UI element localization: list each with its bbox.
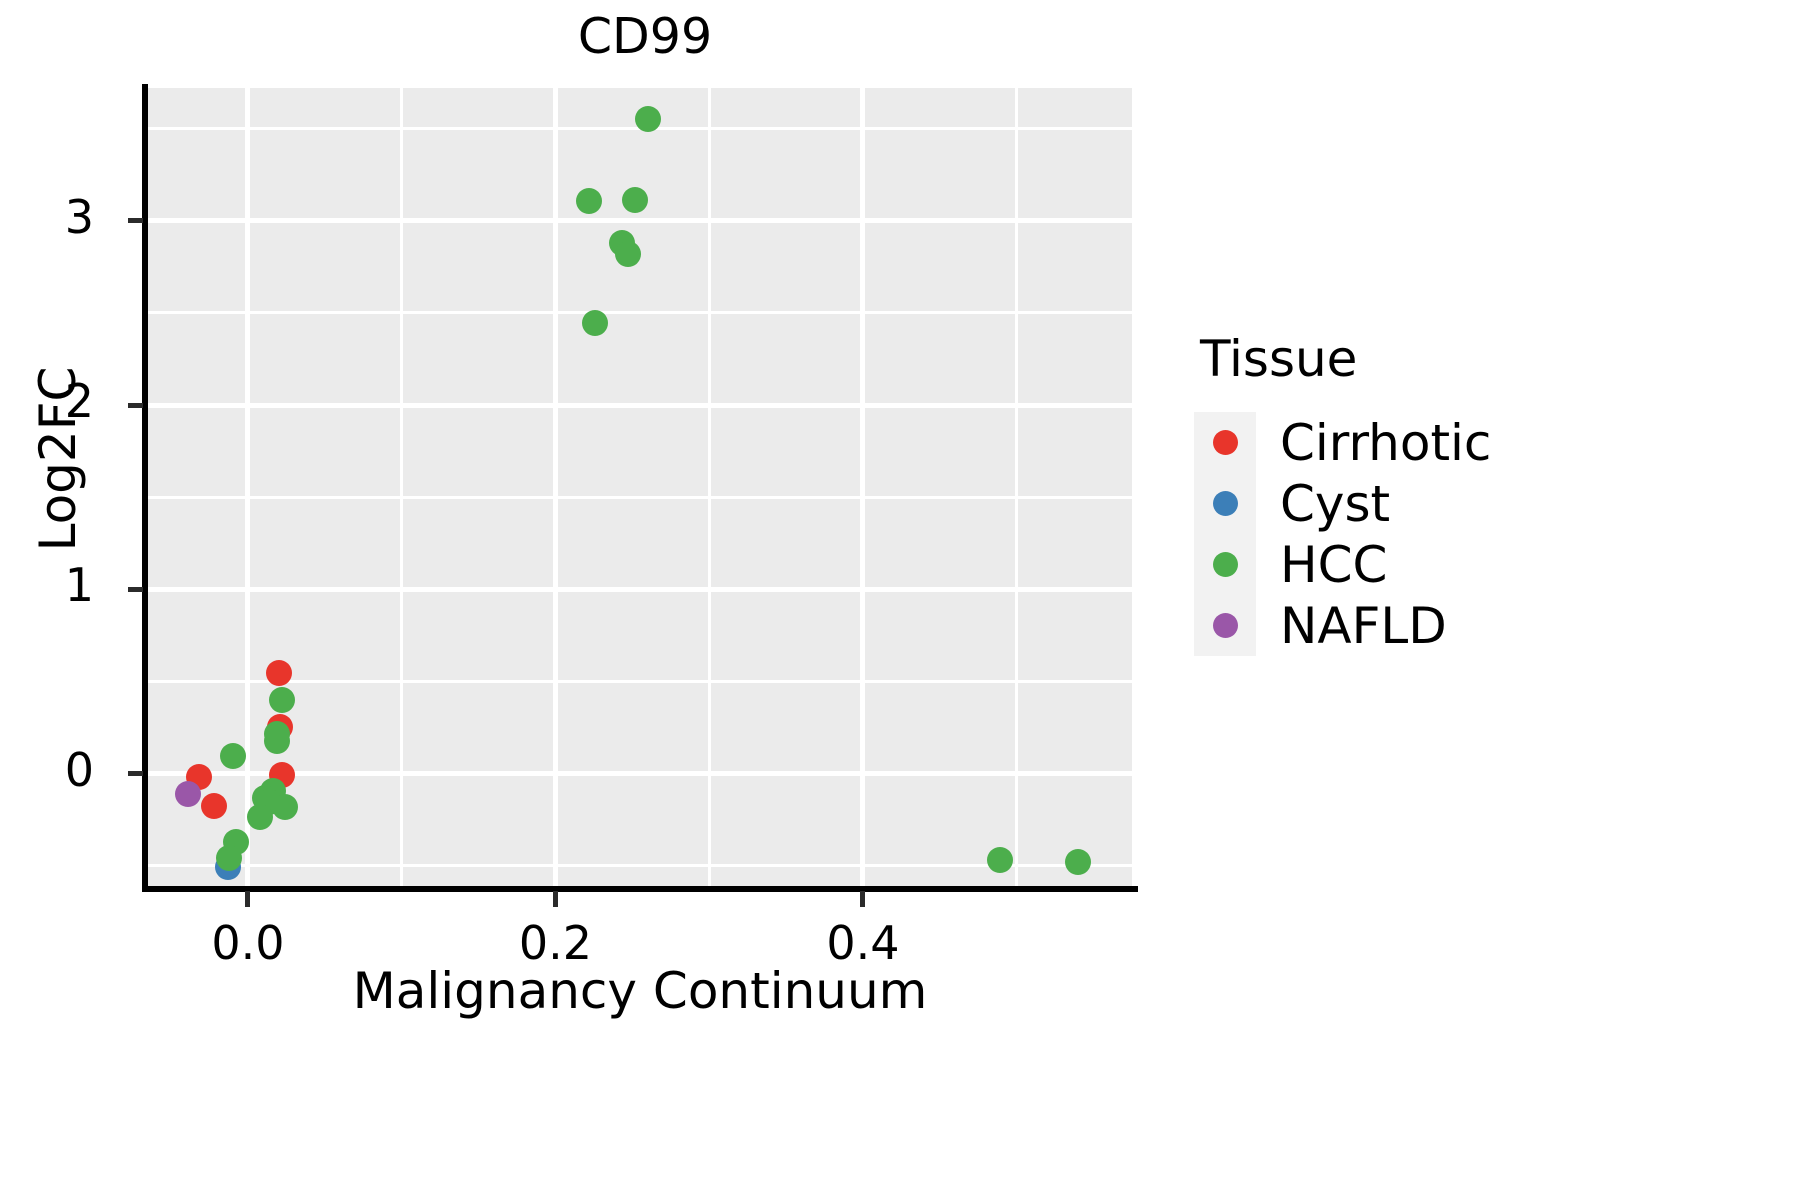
- y-tick-mark: [128, 586, 143, 592]
- y-tick-label: 3: [64, 189, 94, 244]
- gridline-major-vertical: [860, 88, 866, 888]
- y-tick-mark: [128, 771, 143, 777]
- gridline-major-horizontal: [148, 771, 1132, 777]
- legend-swatch-icon: [1194, 595, 1256, 656]
- legend-item-label: Cirrhotic: [1280, 413, 1492, 472]
- gridline-major-horizontal: [148, 586, 1132, 592]
- gridline-minor-horizontal: [148, 311, 1132, 315]
- data-point: [216, 844, 243, 871]
- legend-entries: Cirrhotic Cyst HCC NAFLD: [1186, 412, 1626, 656]
- data-point: [219, 743, 246, 770]
- y-tick-label: 0: [64, 742, 94, 797]
- legend-swatch-icon: [1194, 473, 1256, 534]
- legend-dot-icon: [1212, 613, 1238, 638]
- legend-dot-icon: [1212, 430, 1238, 455]
- gridline-minor-horizontal: [148, 495, 1132, 499]
- gridline-minor-horizontal: [148, 680, 1132, 684]
- x-axis-label: Malignancy Continuum: [352, 962, 928, 1020]
- legend-item-hcc[interactable]: HCC: [1186, 534, 1626, 595]
- x-tick-label: 0.0: [211, 916, 285, 970]
- gridline-major-horizontal: [148, 218, 1132, 224]
- data-point: [265, 660, 292, 687]
- data-point: [986, 847, 1013, 874]
- gridline-minor-vertical: [707, 88, 711, 888]
- x-tick-mark: [245, 891, 251, 907]
- x-axis-line: [142, 886, 1138, 892]
- data-point: [247, 804, 274, 831]
- legend: Tissue Cirrhotic Cyst HCC NAFLD: [1186, 330, 1626, 656]
- legend-item-label: HCC: [1280, 535, 1388, 594]
- y-tick-label: 1: [64, 558, 94, 613]
- legend-dot-icon: [1212, 491, 1238, 516]
- data-point: [576, 188, 603, 215]
- legend-dot-icon: [1212, 552, 1238, 577]
- legend-item-cyst[interactable]: Cyst: [1186, 473, 1626, 534]
- legend-item-label: Cyst: [1280, 474, 1391, 533]
- data-point: [264, 727, 291, 754]
- data-point: [1065, 849, 1092, 876]
- data-point: [582, 310, 609, 337]
- y-axis-label: Log2FC: [29, 366, 87, 552]
- y-tick-label: 2: [64, 374, 94, 429]
- legend-title: Tissue: [1200, 330, 1358, 388]
- data-point: [614, 240, 641, 267]
- legend-swatch-icon: [1194, 412, 1256, 473]
- gridline-minor-horizontal: [148, 864, 1132, 868]
- gridline-major-vertical: [245, 88, 251, 888]
- y-axis-line: [142, 84, 148, 892]
- legend-item-label: NAFLD: [1280, 596, 1447, 655]
- gridline-minor-vertical: [400, 88, 404, 888]
- data-point: [174, 780, 201, 807]
- x-tick-mark: [552, 891, 558, 907]
- legend-swatch-icon: [1194, 534, 1256, 595]
- x-tick-mark: [860, 891, 866, 907]
- x-tick-label: 0.2: [518, 916, 593, 970]
- page-title: CD99: [577, 8, 713, 65]
- data-point: [271, 793, 298, 820]
- data-point: [268, 686, 295, 713]
- gridline-major-horizontal: [148, 402, 1132, 408]
- y-tick-mark: [128, 218, 143, 224]
- plot-panel: [148, 88, 1132, 888]
- y-tick-mark: [128, 402, 143, 408]
- data-point: [622, 186, 649, 213]
- gridline-major-vertical: [552, 88, 558, 888]
- gridline-minor-vertical: [1015, 88, 1019, 888]
- legend-item-cirrhotic[interactable]: Cirrhotic: [1186, 412, 1626, 473]
- data-point: [201, 792, 228, 819]
- legend-item-nafld[interactable]: NAFLD: [1186, 595, 1626, 656]
- x-tick-label: 0.4: [826, 916, 900, 970]
- data-point: [634, 106, 661, 133]
